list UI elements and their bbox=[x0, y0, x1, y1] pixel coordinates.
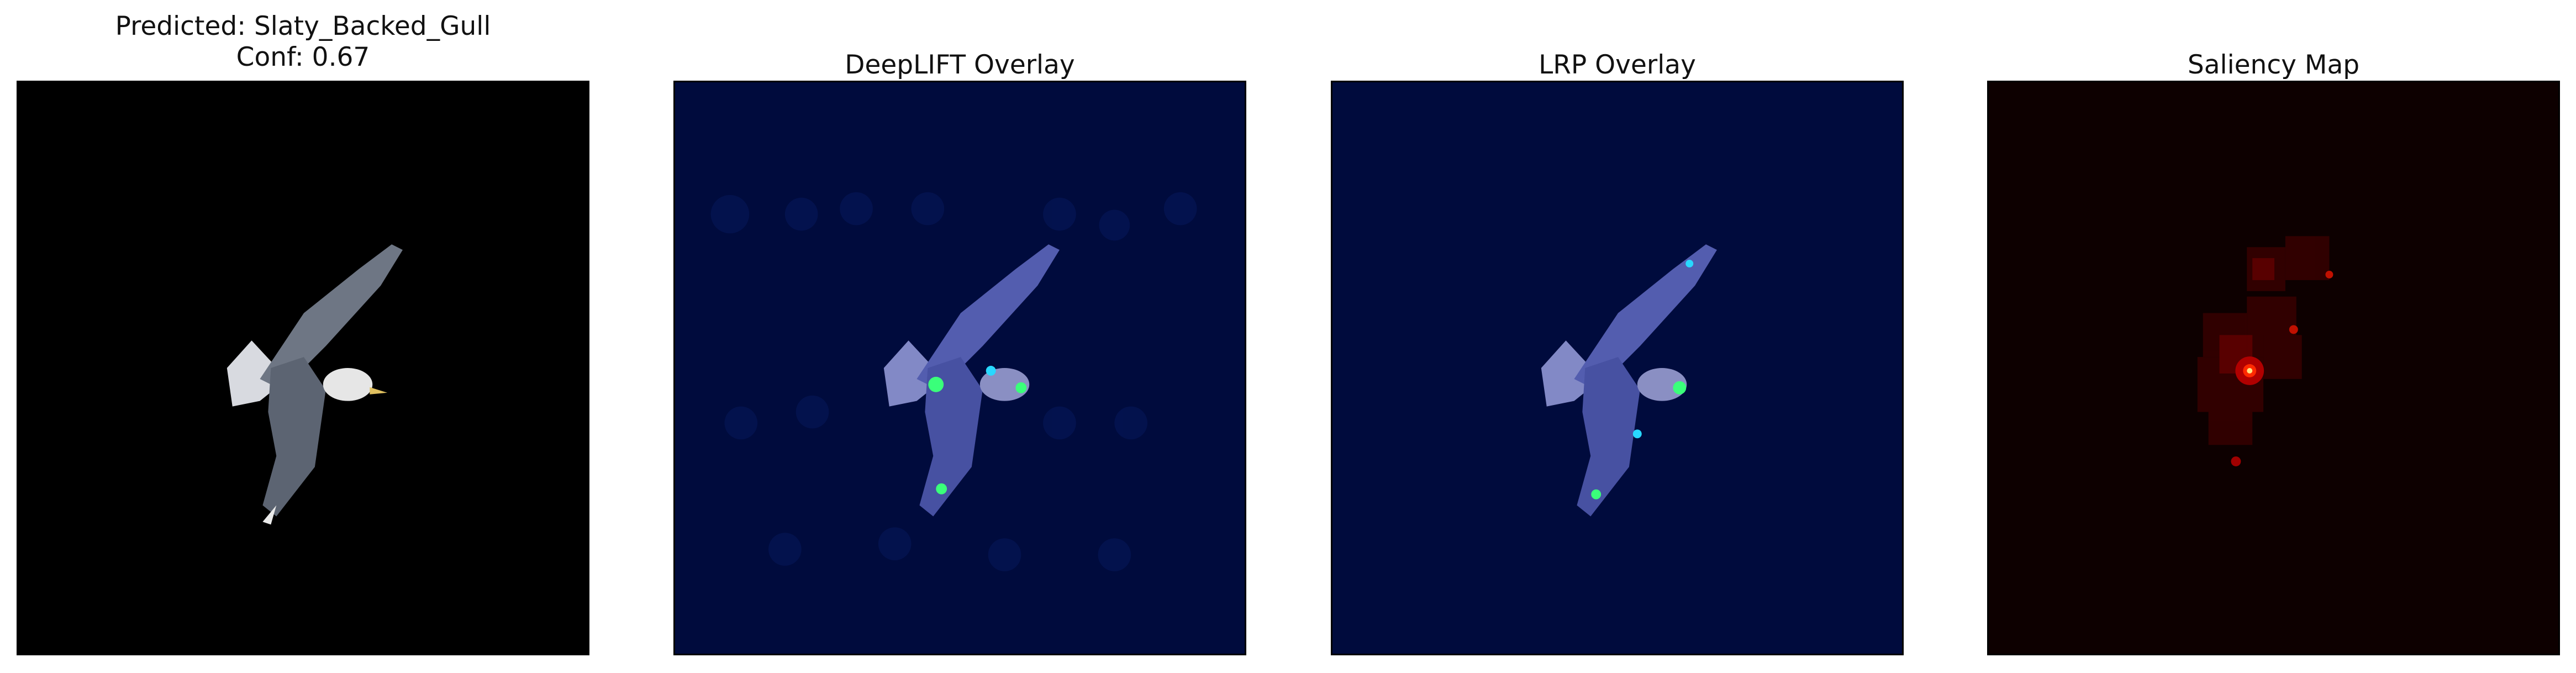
lrp-panel: LRP Overlay bbox=[1331, 0, 1904, 673]
gull-silhouette bbox=[226, 244, 403, 525]
deeplift-panel: DeepLIFT Overlay bbox=[673, 0, 1246, 673]
bird-photo bbox=[17, 81, 589, 655]
lrp-title: LRP Overlay bbox=[1539, 50, 1696, 80]
saliency-map bbox=[1987, 81, 2560, 655]
saliency-title: Saliency Map bbox=[2187, 50, 2360, 80]
deeplift-overlay bbox=[673, 81, 1246, 655]
lrp-overlay bbox=[1331, 81, 1904, 655]
saliency-panel: Saliency Map bbox=[1987, 0, 2560, 673]
prediction-panel: Predicted: Slaty_Backed_Gull Conf: 0.67 bbox=[17, 0, 589, 673]
deeplift-title: DeepLIFT Overlay bbox=[845, 50, 1075, 80]
prediction-title: Predicted: Slaty_Backed_Gull bbox=[115, 11, 491, 41]
confidence-title: Conf: 0.67 bbox=[236, 42, 370, 72]
